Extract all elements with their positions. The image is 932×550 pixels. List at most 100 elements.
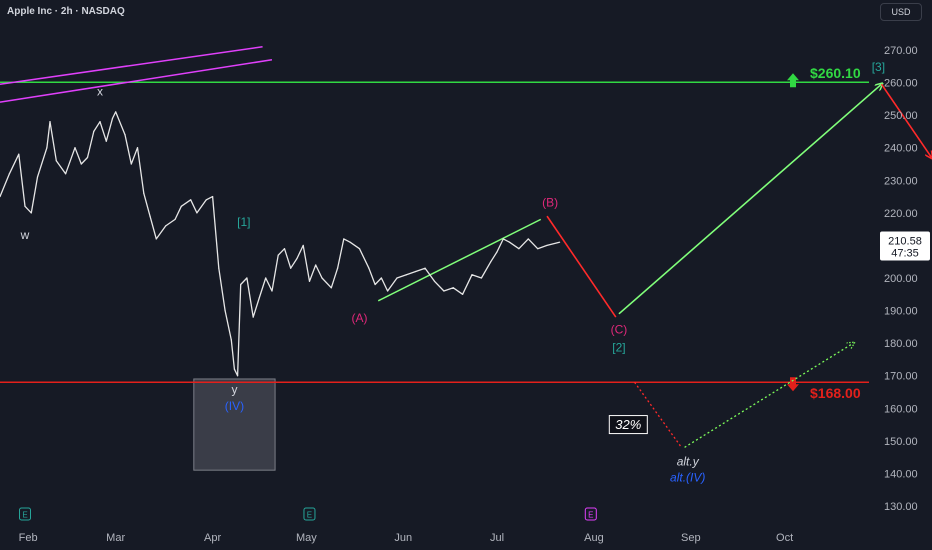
price-point: [283, 248, 286, 250]
arrow-down-icon: [787, 377, 799, 392]
y-tick-label: 270.00: [884, 45, 918, 57]
price-point: [380, 277, 382, 279]
price-point: [236, 375, 239, 377]
price-point: [302, 244, 304, 247]
price-point: [252, 316, 254, 318]
y-tick-label: 230.00: [884, 175, 918, 187]
earnings-badge[interactable]: [584, 507, 597, 521]
price-point: [387, 290, 389, 292]
wave-label: [3]: [872, 60, 885, 74]
price-point: [240, 283, 242, 286]
price-point: [471, 274, 473, 276]
price-point: [336, 267, 339, 269]
price-point: [277, 254, 279, 256]
price-point: [86, 156, 89, 159]
price-point: [358, 248, 361, 250]
y-tick-label: 160.00: [884, 403, 918, 415]
price-point: [190, 199, 192, 201]
y-tick-label: 190.00: [884, 306, 918, 318]
wave-label: alt.y: [677, 454, 700, 468]
price-point: [415, 270, 417, 273]
trendline-1: [0, 59, 273, 103]
price-point: [99, 121, 101, 123]
y-tick-label: 240.00: [884, 143, 918, 155]
price-point: [558, 241, 561, 243]
price-point: [537, 248, 539, 250]
price-point: [124, 134, 126, 136]
earnings-badge[interactable]: [19, 507, 32, 521]
x-tick-label: May: [296, 532, 317, 544]
projection-path-2: [880, 83, 932, 157]
last-price-tag: [880, 231, 930, 261]
price-point: [308, 280, 311, 282]
price-point: [396, 277, 398, 279]
price-point: [55, 160, 57, 162]
wave-label: y: [231, 383, 237, 397]
price-point: [480, 277, 482, 279]
y-tick-label: 250.00: [884, 110, 918, 122]
projection-path-0: [546, 215, 617, 318]
price-point: [115, 111, 117, 113]
price-point: [527, 238, 529, 240]
wave-label: (IV): [225, 399, 244, 413]
price-line: [0, 111, 560, 377]
price-point: [246, 277, 248, 279]
price-point: [130, 163, 132, 165]
price-point: [424, 267, 426, 269]
wave-label: alt.(IV): [670, 471, 705, 485]
price-point: [258, 296, 261, 299]
y-tick-label: 220.00: [884, 208, 918, 220]
price-point: [74, 147, 76, 149]
trendline-2: [377, 218, 542, 302]
price-point: [30, 212, 32, 214]
price-point: [165, 225, 167, 227]
price-point: [321, 277, 323, 279]
price-point: [218, 267, 220, 269]
level-value-label: $168.00: [810, 385, 861, 401]
price-point: [80, 163, 82, 165]
price-point: [518, 248, 520, 250]
y-tick-label: 140.00: [884, 468, 918, 480]
earnings-badge[interactable]: [303, 507, 316, 521]
chart-header-title: Apple Inc · 2h · NASDAQ: [7, 6, 125, 17]
price-point: [265, 277, 267, 279]
price-point: [205, 199, 207, 201]
price-point: [155, 238, 157, 240]
price-point: [452, 287, 454, 289]
projection-path-1: [618, 84, 882, 315]
price-point: [330, 287, 332, 289]
price-point: [136, 147, 139, 149]
price-point: [36, 176, 39, 178]
wave-label: (C): [611, 322, 628, 336]
wave-label: (A): [351, 311, 367, 325]
price-point: [65, 173, 67, 175]
price-point: [343, 238, 345, 240]
price-point: [349, 241, 351, 243]
x-tick-label: Oct: [776, 532, 793, 544]
probability-box: [608, 415, 648, 435]
price-point: [0, 195, 1, 198]
price-point: [443, 290, 445, 292]
price-point: [8, 173, 10, 175]
y-tick-label: 200.00: [884, 273, 918, 285]
price-point: [462, 293, 464, 295]
y-tick-label: 260.00: [884, 78, 918, 90]
price-point: [546, 244, 548, 247]
y-tick-label: 130.00: [884, 501, 918, 513]
price-point: [49, 121, 51, 123]
earnings-badge-letter: E: [22, 511, 27, 520]
currency-button[interactable]: USD: [880, 3, 922, 21]
price-point: [105, 140, 107, 142]
price-point: [24, 205, 26, 207]
price-point: [405, 274, 407, 276]
trendline-0: [0, 46, 263, 85]
wave-label: w: [20, 228, 30, 242]
price-point: [230, 339, 232, 341]
wave-label: (B): [542, 195, 558, 209]
price-point: [296, 257, 298, 260]
wave-label: [2]: [612, 340, 625, 354]
price-point: [233, 368, 236, 370]
price-point: [111, 117, 114, 119]
price-point: [374, 283, 376, 286]
